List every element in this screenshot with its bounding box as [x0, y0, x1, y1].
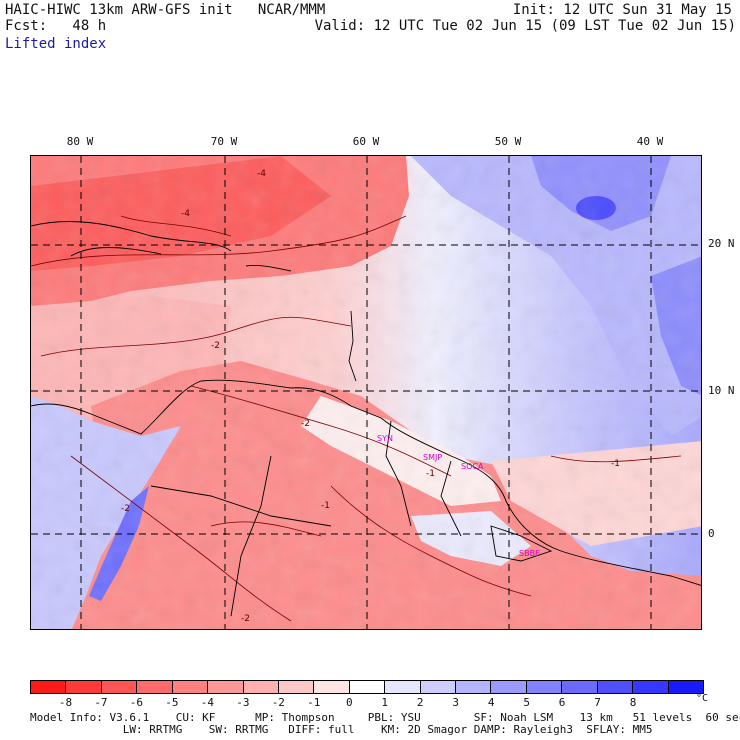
- colorbar-segment: [66, 681, 102, 693]
- lat-label-20n: 20 N: [708, 237, 735, 250]
- colorbar-tick-label: -4: [200, 696, 214, 709]
- colorbar-segment: [562, 681, 598, 693]
- init-time: Init: 12 UTC Sun 31 May 15: [512, 2, 732, 18]
- contour-label: -1: [611, 459, 620, 469]
- colorbar-tick-label: 5: [523, 696, 530, 709]
- colorbar-segment: [633, 681, 669, 693]
- lifted-index-map: -4 -2 -2 -2 -1 -2 -1 -1 -4 SYN SMJP SOCA…: [30, 155, 702, 630]
- colorbar-segment: [314, 681, 350, 693]
- contour-label-group: -4 -2 -2 -2 -1 -2 -1 -1 -4: [121, 169, 620, 624]
- contour-label: -4: [181, 209, 190, 219]
- lat-lon-grid: [31, 156, 701, 629]
- field-texture: [31, 156, 701, 629]
- coastlines: [31, 221, 701, 617]
- lon-label-70w: 70 W: [210, 135, 238, 148]
- lat-label-10n: 10 N: [708, 384, 735, 397]
- station-soca: SOCA: [461, 462, 484, 471]
- map-canvas: -4 -2 -2 -2 -1 -2 -1 -1 -4 SYN SMJP SOCA…: [31, 156, 701, 629]
- forecast-hour: Fcst: 48 h: [5, 18, 107, 34]
- contour-label: -1: [426, 469, 435, 479]
- colorbar-segment: [597, 681, 634, 693]
- colorbar-tick-label: 6: [558, 696, 566, 709]
- contour-label: -2: [301, 419, 310, 429]
- colorbar-tick-label: 4: [487, 696, 495, 709]
- colorbar-segment: [420, 681, 457, 693]
- colorbar-unit: °C: [696, 693, 709, 704]
- model-info-line2: LW: RRTMG SW: RRTMG DIFF: full KM: 2D Sm…: [30, 723, 653, 736]
- colorbar-segment: [101, 681, 138, 693]
- station-syn: SYN: [377, 434, 393, 443]
- contour-label: -4: [257, 169, 266, 179]
- colorbar-tick-label: -1: [307, 696, 321, 709]
- station-smjp: SMJP: [423, 453, 442, 462]
- colorbar-tick-label: 1: [381, 696, 389, 709]
- contour-label: -2: [211, 341, 220, 351]
- colorbar: [30, 680, 704, 694]
- model-title: HAIC-HIWC 13km ARW-GFS init NCAR/MMM: [5, 2, 326, 18]
- lon-label-80w: 80 W: [66, 135, 94, 148]
- contour-label: -2: [241, 614, 250, 624]
- colorbar-tick-label: 0: [345, 696, 353, 709]
- colorbar-segment: [208, 681, 244, 693]
- station-sbbe: SBBE: [519, 549, 540, 558]
- colorbar-segment: [491, 681, 527, 693]
- colorbar-segment: [349, 681, 386, 693]
- colorbar-tick-label: -3: [236, 696, 250, 709]
- colorbar-tick-label: -7: [94, 696, 108, 709]
- colorbar-segment: [385, 681, 421, 693]
- colorbar-segment: [243, 681, 279, 693]
- colorbar-tick-label: 3: [452, 696, 459, 709]
- colorbar-tick-label: -6: [129, 696, 144, 709]
- colorbar-segment: [137, 681, 173, 693]
- lon-label-60w: 60 W: [352, 135, 380, 148]
- colorbar-segment: [668, 681, 704, 693]
- colorbar-segment: [278, 681, 315, 693]
- colorbar-segment: [172, 681, 209, 693]
- contour-lines: [31, 215, 682, 622]
- lat-label-0: 0: [708, 527, 715, 540]
- field-name: Lifted index: [5, 36, 107, 52]
- model-info-line1: Model Info: V3.6.1 CU: KF MP: Thompson P…: [30, 711, 740, 724]
- colorbar-tick-label: 8: [629, 696, 637, 709]
- colorbar-tick-label: 2: [416, 696, 424, 709]
- colorbar-segment: [31, 681, 67, 693]
- contour-label: -1: [321, 501, 330, 511]
- colorbar-tick-label: 7: [594, 696, 601, 709]
- colorbar-segment: [456, 681, 492, 693]
- lon-label-40w: 40 W: [636, 135, 664, 148]
- colorbar-segment: [526, 681, 563, 693]
- lon-label-50w: 50 W: [494, 135, 522, 148]
- colorbar-tick-label: -5: [165, 696, 179, 709]
- station-markers: SYN SMJP SOCA SBBE: [377, 434, 540, 558]
- colorbar-tick-label: -2: [271, 696, 285, 709]
- colorbar-tick-label: -8: [58, 696, 73, 709]
- valid-time: Valid: 12 UTC Tue 02 Jun 15 (09 LST Tue …: [314, 18, 736, 34]
- contour-label: -2: [121, 504, 130, 514]
